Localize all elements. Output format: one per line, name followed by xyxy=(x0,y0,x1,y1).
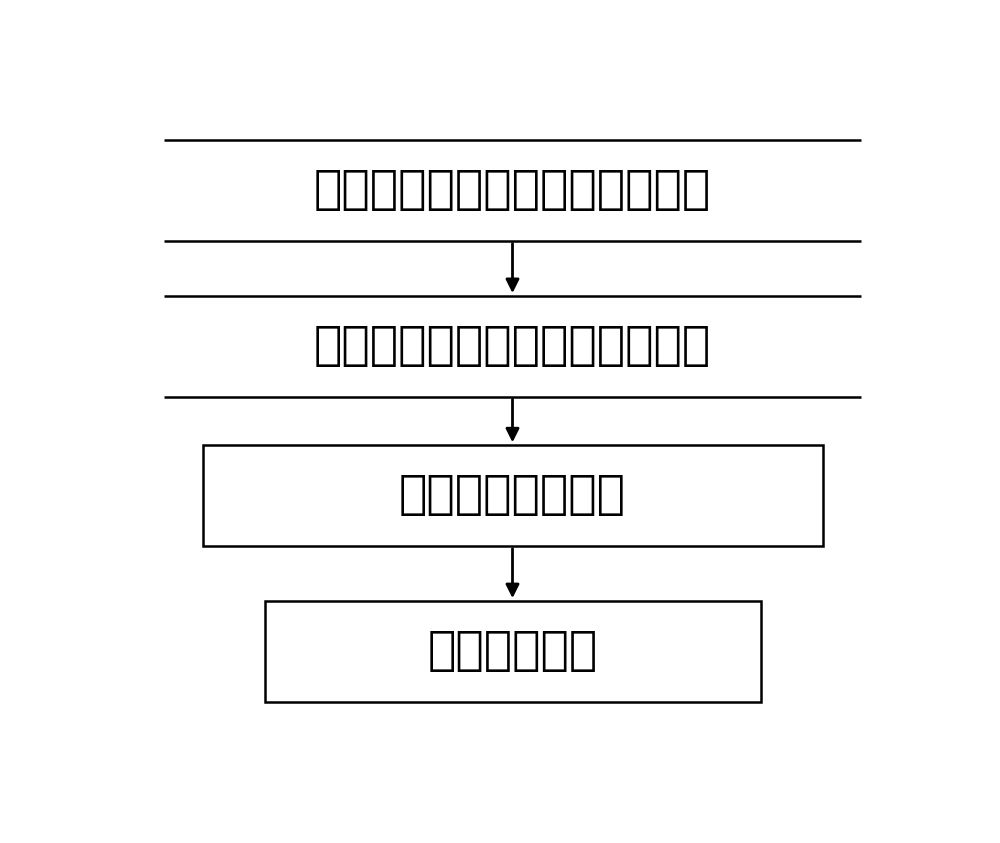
Text: 偏置电容连接后线路相电压测量: 偏置电容连接后线路相电压测量 xyxy=(314,324,711,368)
Text: 接地电容电流测量: 接地电容电流测量 xyxy=(399,473,626,518)
Bar xyxy=(264,601,761,701)
Bar xyxy=(202,445,822,545)
Text: 偏置电容连接前线路相电压测量: 偏置电容连接前线路相电压测量 xyxy=(314,168,711,213)
Text: 分布电容计算: 分布电容计算 xyxy=(427,629,598,674)
